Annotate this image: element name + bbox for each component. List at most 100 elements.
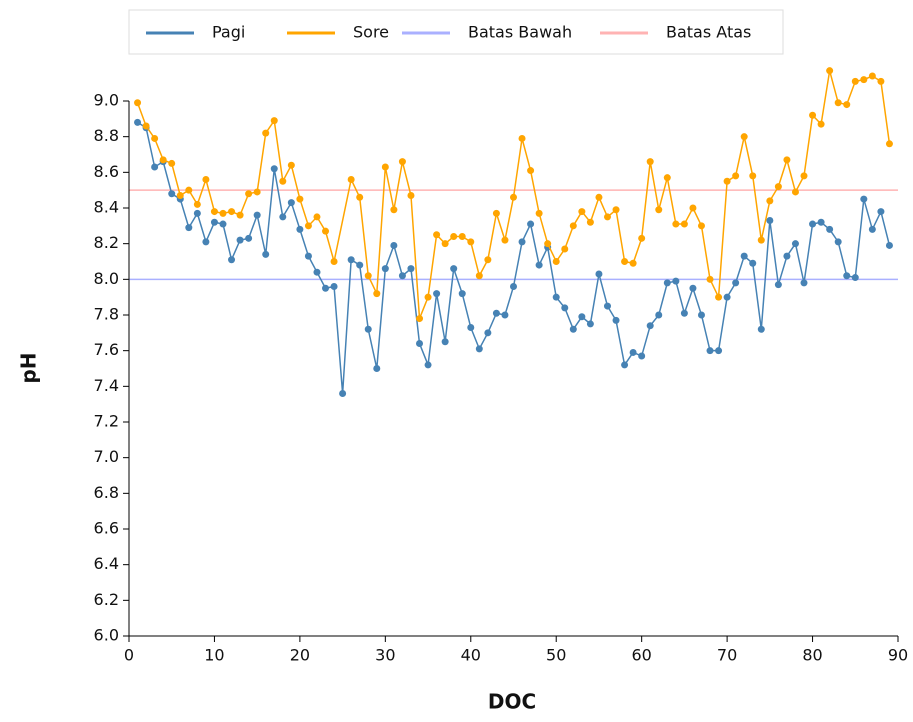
data-point bbox=[527, 220, 535, 228]
data-point bbox=[706, 275, 714, 283]
data-point bbox=[262, 250, 270, 258]
data-point bbox=[843, 272, 851, 280]
data-point bbox=[527, 167, 535, 175]
data-point bbox=[723, 177, 731, 185]
data-point bbox=[219, 209, 227, 217]
y-tick-label: 7.2 bbox=[94, 412, 119, 431]
data-point bbox=[817, 120, 825, 128]
data-point bbox=[843, 101, 851, 109]
data-point bbox=[228, 208, 236, 216]
legend: Pagi Sore Batas Bawah Batas Atas bbox=[146, 23, 751, 42]
x-tick-label: 80 bbox=[802, 646, 822, 665]
data-point bbox=[185, 186, 193, 194]
data-point bbox=[809, 220, 817, 228]
x-tick-label: 40 bbox=[461, 646, 481, 665]
legend-label: Batas Bawah bbox=[468, 23, 572, 42]
data-point bbox=[552, 258, 560, 265]
data-point bbox=[715, 293, 723, 301]
data-point bbox=[791, 240, 799, 248]
data-point bbox=[603, 302, 611, 310]
data-point bbox=[510, 282, 517, 290]
y-tick-label: 8.0 bbox=[94, 269, 119, 288]
data-point bbox=[134, 99, 142, 107]
data-point bbox=[689, 284, 697, 292]
data-point bbox=[210, 218, 218, 226]
data-point bbox=[296, 195, 304, 203]
data-point bbox=[851, 274, 859, 282]
data-point bbox=[877, 77, 885, 85]
data-point bbox=[510, 193, 517, 201]
y-tick-label: 6.4 bbox=[94, 554, 119, 573]
data-point bbox=[766, 216, 774, 224]
data-point bbox=[612, 316, 620, 324]
data-point bbox=[638, 234, 646, 242]
data-point bbox=[663, 279, 671, 287]
y-tick-label: 6.2 bbox=[94, 590, 119, 609]
legend-box bbox=[128, 9, 784, 55]
data-point bbox=[287, 161, 295, 169]
data-point bbox=[347, 256, 355, 264]
data-point bbox=[646, 322, 654, 330]
data-point bbox=[373, 365, 381, 372]
y-tick-label: 7.4 bbox=[94, 376, 119, 395]
data-point bbox=[706, 347, 714, 355]
data-point bbox=[398, 158, 406, 166]
y-tick-label: 7.6 bbox=[94, 340, 119, 359]
data-point bbox=[450, 265, 458, 273]
data-point bbox=[595, 193, 603, 201]
data-point bbox=[834, 99, 842, 107]
data-point bbox=[663, 174, 671, 182]
data-point bbox=[885, 140, 893, 148]
data-point bbox=[193, 209, 201, 217]
data-point bbox=[552, 293, 560, 301]
data-point bbox=[467, 238, 475, 246]
data-point bbox=[535, 261, 543, 269]
data-point bbox=[826, 225, 834, 233]
legend-label: Batas Atas bbox=[666, 23, 751, 42]
legend-label: Sore bbox=[353, 23, 389, 42]
data-point bbox=[322, 284, 330, 292]
data-point bbox=[484, 256, 492, 264]
data-point bbox=[313, 268, 321, 276]
data-point bbox=[612, 206, 620, 214]
data-point bbox=[364, 272, 372, 280]
x-tick-label: 10 bbox=[204, 646, 224, 665]
data-point bbox=[313, 213, 321, 221]
data-point bbox=[697, 222, 705, 230]
data-point bbox=[168, 159, 176, 167]
data-point bbox=[339, 389, 347, 397]
data-point bbox=[757, 325, 765, 333]
data-point bbox=[390, 206, 398, 214]
data-point bbox=[774, 183, 782, 191]
data-point bbox=[416, 340, 424, 348]
data-point bbox=[680, 220, 688, 228]
data-point bbox=[868, 72, 876, 80]
data-point bbox=[586, 320, 594, 328]
data-point bbox=[210, 208, 218, 216]
data-point bbox=[441, 240, 449, 248]
data-point bbox=[364, 325, 372, 333]
data-point bbox=[347, 175, 355, 183]
data-point bbox=[774, 281, 782, 289]
data-point bbox=[672, 277, 680, 285]
data-point bbox=[561, 245, 569, 253]
y-tick-label: 8.4 bbox=[94, 198, 119, 217]
data-point bbox=[253, 211, 261, 219]
data-point bbox=[424, 293, 432, 301]
data-point bbox=[475, 272, 483, 280]
data-point bbox=[330, 282, 338, 290]
data-point bbox=[561, 304, 569, 312]
y-axis-title: pH bbox=[17, 352, 41, 383]
data-point bbox=[159, 156, 167, 164]
data-point bbox=[304, 222, 312, 230]
data-point bbox=[390, 241, 398, 249]
data-point bbox=[356, 261, 364, 269]
data-point bbox=[732, 172, 740, 180]
data-point bbox=[544, 240, 552, 248]
data-point bbox=[715, 347, 723, 355]
data-point bbox=[322, 227, 330, 235]
data-point bbox=[638, 352, 646, 360]
y-tick-label: 6.6 bbox=[94, 519, 119, 538]
data-point bbox=[270, 117, 278, 125]
data-point bbox=[783, 252, 791, 260]
